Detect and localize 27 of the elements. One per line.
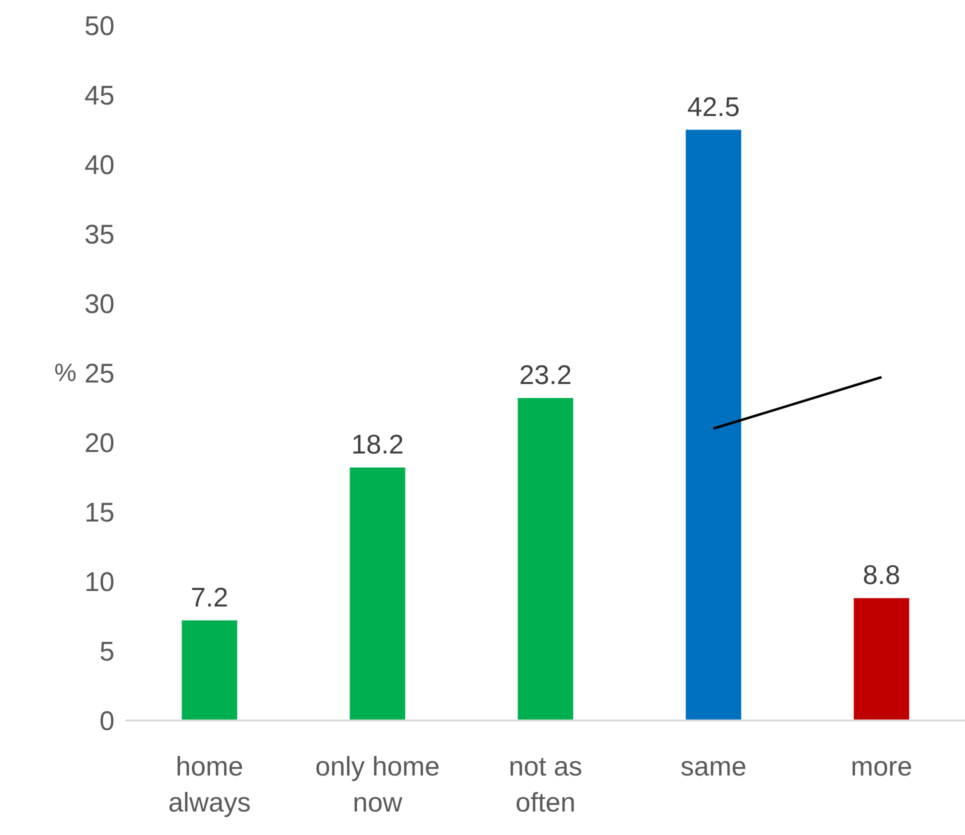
bar [686, 130, 742, 720]
y-tick-label: 40 [84, 150, 115, 180]
y-tick-label: 0 [99, 706, 115, 736]
x-tick-label: more [850, 752, 912, 782]
x-tick-label: home always [168, 752, 251, 818]
data-label: 8.8 [862, 560, 900, 590]
y-tick-label: 5 [99, 636, 115, 666]
bar [182, 620, 238, 720]
x-tick-label: not as often [508, 752, 582, 818]
y-tick-label: 20 [84, 428, 115, 458]
bar [854, 598, 910, 720]
y-tick-label: 35 [84, 220, 115, 250]
data-label: 7.2 [190, 582, 228, 612]
data-label: 18.2 [351, 430, 404, 460]
bar [518, 398, 574, 720]
data-label: 23.2 [519, 360, 572, 390]
data-label: 42.5 [687, 92, 740, 122]
y-tick-label: 45 [84, 80, 115, 110]
y-tick-label: 15 [84, 498, 115, 528]
y-tick-label: 50 [84, 11, 115, 41]
x-tick-label: same [680, 752, 747, 782]
y-tick-label: 25 [84, 358, 115, 388]
x-tick-label: only home now [315, 752, 440, 818]
bar [350, 468, 406, 720]
y-axis-title: % [54, 359, 76, 387]
y-tick-label: 30 [84, 289, 115, 319]
y-tick-label: 10 [84, 567, 115, 597]
